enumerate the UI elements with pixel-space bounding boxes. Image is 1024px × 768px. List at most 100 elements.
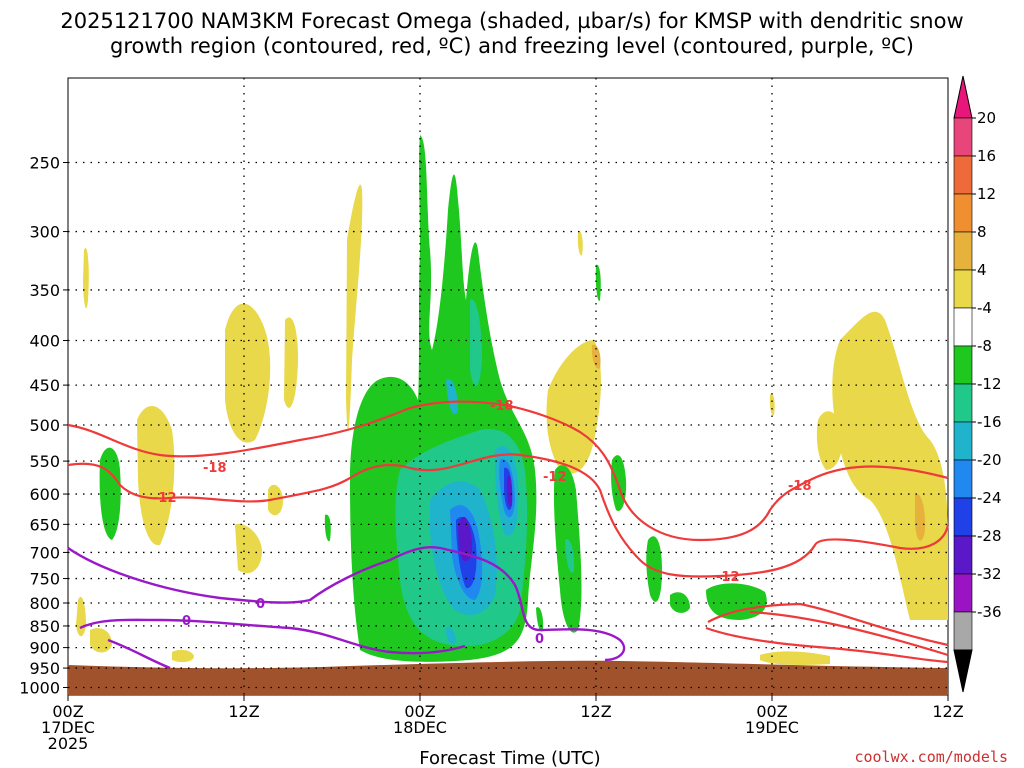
dgz-contour-minus18-lower [705,626,949,664]
y-tick-label: 250 [29,154,60,173]
omega-region-negative [595,264,601,301]
y-tick-label: 1000 [19,679,60,698]
colorbar-label: -28 [977,527,1002,545]
x-tick-label: 12Z [932,702,963,721]
omega-region-positive [235,523,262,574]
x-tick-label: 2025 [48,734,89,753]
colorbar-label: 8 [977,223,987,241]
colorbar-swatch [953,459,973,499]
colorbar-label: -12 [977,375,1002,393]
freezing-label: 0 [535,632,544,647]
dgz-label: -18 [788,479,812,494]
omega-region-positive [83,248,89,309]
dgz-label: -12 [153,491,177,506]
x-tick-label: 12Z [580,702,611,721]
freezing-label: 0 [256,597,265,612]
colorbar-label: 4 [977,261,987,279]
omega-region-positive [284,317,298,408]
omega-region-negative-max [506,475,513,507]
chart-title-line1: 2025121700 NAM3KM Forecast Omega (shaded… [60,9,963,33]
colorbar-swatch [953,307,973,347]
x-tick-label: 00Z [404,702,435,721]
omega-region-positive [90,628,112,653]
dgz-label: -12 [716,570,740,585]
y-tick-label: 800 [29,594,60,613]
dgz-label: -18 [490,399,514,414]
colorbar-label: -24 [977,489,1002,507]
omega-region-negative-moderate [470,299,482,387]
omega-region-negative-strong [446,379,458,415]
omega-region-positive [346,184,363,430]
colorbar-swatch [953,497,973,537]
y-tick-label: 950 [29,659,60,678]
grid-lines [63,78,949,701]
dgz-contours [67,400,950,664]
omega-region-negative-moderate [565,539,575,573]
colorbar-label: 16 [977,147,996,165]
credit-text: coolwx.com/models [854,748,1008,766]
colorbar-swatch [953,611,973,651]
y-tick-label: 450 [29,376,60,395]
colorbar-swatch [953,231,973,271]
x-tick-label: 00Z [756,702,787,721]
x-tick-label: 17DEC [41,718,95,737]
x-tick-label: 18DEC [393,718,447,737]
freezing-contour-upper [67,546,626,662]
colorbar-label: 12 [977,185,996,203]
omega-region-positive [816,411,843,470]
y-tick-label: 700 [29,543,60,562]
colorbar-label: -16 [977,413,1002,431]
contour-labels: -18 -12 -12 -18 -12 -18 0 0 0 [153,399,812,647]
omega-region-positive [546,340,601,474]
dgz-label: -18 [203,461,227,476]
freezing-contour-lower [79,618,466,655]
colorbar-swatch [953,269,973,309]
colorbar-label: 20 [977,109,996,127]
colorbar-label: -8 [977,337,992,355]
colorbar-bottom-arrow [953,649,973,693]
omega-region-positive [832,311,948,620]
omega-region-negative [706,583,767,620]
y-tick-label: 500 [29,416,60,435]
colorbar-swatch [953,345,973,385]
omega-region-positive [172,649,194,663]
omega-region-negative [99,447,121,540]
freezing-level-contours [67,546,626,670]
omega-region-negative [670,592,690,613]
y-tick-label: 900 [29,639,60,658]
x-axis-title: Forecast Time (UTC) [419,748,600,768]
colorbar-top-arrow [953,75,973,119]
omega-region-negative-max [458,516,472,562]
terrain-surface [68,660,948,695]
colorbar-swatch [953,383,973,423]
colorbar-swatch [953,535,973,575]
y-tick-label: 350 [29,281,60,300]
omega-region-positive [769,393,775,416]
dgz-contour-minus18 [67,400,949,542]
colorbar-swatch [953,117,973,157]
y-tick-label: 600 [29,485,60,504]
y-tick-label: 550 [29,452,60,471]
omega-region-positive [577,231,583,256]
x-tick-label: 19DEC [745,718,799,737]
omega-region-negative-strong [446,626,456,645]
colorbar-swatch [953,573,973,613]
chart-title-line2: growth region (contoured, red, ºC) and f… [110,34,914,58]
y-tick-label: 400 [29,331,60,350]
omega-region-positive [137,406,175,546]
omega-region-positive-strong [915,494,926,541]
dgz-contour-inner [749,610,949,657]
colorbar-label: -4 [977,299,992,317]
freezing-label: 0 [182,614,191,629]
colorbar: 20 16 12 8 4 -4 -8 -12 -16 -20 -24 -28 -32 -36 [953,75,1002,693]
colorbar-swatch [953,193,973,233]
freezing-contour-small [107,638,171,670]
colorbar-label: -36 [977,603,1002,621]
x-tick-label: 12Z [228,702,259,721]
x-tick-label: 00Z [52,702,83,721]
y-tick-label: 650 [29,515,60,534]
colorbar-label: -32 [977,565,1002,583]
y-tick-label: 300 [29,223,60,242]
y-tick-label: 850 [29,617,60,636]
